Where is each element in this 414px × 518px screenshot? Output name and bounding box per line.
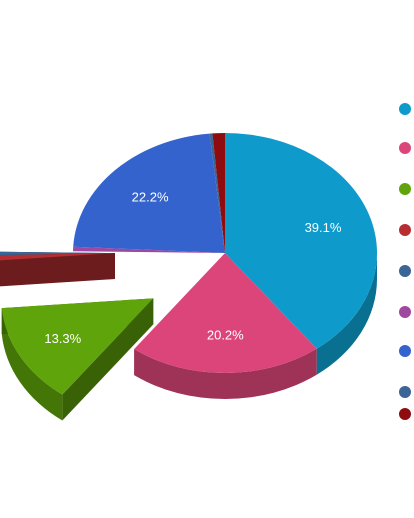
legend-marker-5[interactable] [399, 306, 411, 318]
legend-marker-1[interactable] [399, 142, 411, 154]
pie-slice-8 [212, 133, 225, 253]
pie-slice-4 [0, 251, 107, 256]
slice-side-0 [316, 253, 377, 375]
slice-label-1: 20.2% [207, 328, 244, 343]
slice-labels: 39.1% 20.2% 13.3% 22.2% [44, 190, 342, 346]
pie-slice-3 [0, 253, 115, 261]
slice-label-0: 39.1% [305, 220, 342, 235]
legend-marker-2[interactable] [399, 183, 411, 195]
slice-side-1 [134, 348, 317, 399]
legend-marker-4[interactable] [399, 265, 411, 277]
slice-cut-3-1 [0, 253, 115, 282]
pie-slice-5 [73, 246, 225, 253]
legend-marker-3[interactable] [399, 224, 411, 236]
legend-marker-7[interactable] [399, 386, 411, 398]
slice-cut-2-0 [62, 298, 154, 421]
legend [399, 103, 411, 420]
pie-slice-7 [209, 133, 225, 253]
pie-slice-6 [73, 133, 225, 253]
legend-marker-8[interactable] [399, 408, 411, 420]
slice-side-2 [1, 308, 63, 421]
legend-marker-0[interactable] [399, 103, 411, 115]
slice-label-6: 22.2% [132, 190, 169, 205]
legend-marker-6[interactable] [399, 345, 411, 357]
pie-slices [0, 133, 377, 421]
pie-slice-1 [134, 253, 317, 374]
pie-slice-0 [225, 133, 377, 349]
pie-slice-2 [1, 298, 154, 395]
slice-label-2: 13.3% [44, 331, 81, 346]
